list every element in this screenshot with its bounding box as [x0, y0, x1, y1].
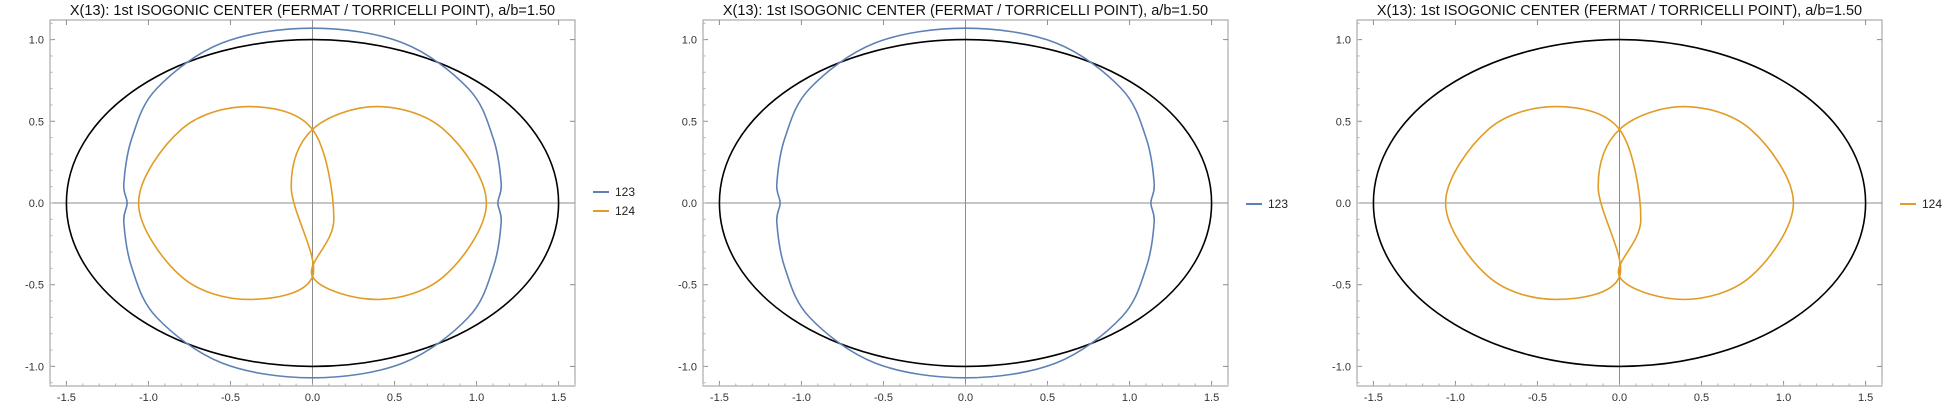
y-tick-label: 1.0: [1336, 35, 1351, 47]
x-tick-label: 0.0: [305, 392, 320, 404]
x-tick-label: 0.5: [387, 392, 402, 404]
y-tick-label: -0.5: [678, 280, 697, 292]
y-tick-label: 1.0: [29, 35, 44, 47]
x-tick-label: -1.5: [710, 392, 729, 404]
x-tick-label: 0.5: [1040, 392, 1055, 404]
x-tick-label: -1.0: [792, 392, 811, 404]
legend: 123: [1246, 197, 1288, 211]
chart-panel-1: X(13): 1st ISOGONIC CENTER (FERMAT / TOR…: [25, 3, 635, 404]
x-tick-label: 1.5: [551, 392, 566, 404]
x-tick-label: 1.0: [469, 392, 484, 404]
x-tick-label: -1.0: [1446, 392, 1465, 404]
chart-title: X(13): 1st ISOGONIC CENTER (FERMAT / TOR…: [1377, 3, 1862, 19]
y-tick-label: -0.5: [1332, 280, 1351, 292]
series-line-124: [1444, 105, 1795, 301]
legend-label: 124: [615, 204, 635, 218]
x-tick-label: 1.0: [1776, 392, 1791, 404]
legend-label: 124: [1922, 197, 1942, 211]
legend: 124: [1900, 197, 1942, 211]
y-tick-label: 0.5: [682, 116, 697, 128]
x-tick-label: -1.0: [139, 392, 158, 404]
y-tick-label: 0.0: [1336, 198, 1351, 210]
x-tick-label: 0.0: [958, 392, 973, 404]
y-tick-label: 0.0: [29, 198, 44, 210]
chart-panel-3: X(13): 1st ISOGONIC CENTER (FERMAT / TOR…: [1332, 3, 1942, 404]
x-tick-label: 1.5: [1858, 392, 1873, 404]
series-line-123: [122, 27, 503, 379]
x-tick-label: 1.5: [1204, 392, 1219, 404]
series-line-123: [775, 27, 1156, 379]
y-tick-label: 0.0: [682, 198, 697, 210]
legend-label: 123: [1268, 197, 1288, 211]
y-tick-label: 0.5: [1336, 116, 1351, 128]
y-tick-label: 0.5: [29, 116, 44, 128]
chart-title: X(13): 1st ISOGONIC CENTER (FERMAT / TOR…: [70, 3, 555, 19]
y-tick-label: 1.0: [682, 35, 697, 47]
y-tick-label: -1.0: [25, 361, 44, 373]
x-tick-label: -0.5: [1528, 392, 1547, 404]
x-tick-label: -1.5: [1364, 392, 1383, 404]
x-tick-label: -1.5: [57, 392, 76, 404]
reference-ellipse: [65, 38, 560, 368]
chart-panel-2: X(13): 1st ISOGONIC CENTER (FERMAT / TOR…: [678, 3, 1288, 404]
x-tick-label: 0.5: [1694, 392, 1709, 404]
x-tick-label: -0.5: [221, 392, 240, 404]
x-tick-label: 1.0: [1122, 392, 1137, 404]
reference-ellipse: [1372, 38, 1867, 368]
plot-area: [65, 27, 560, 379]
y-tick-label: -1.0: [678, 361, 697, 373]
x-tick-label: -0.5: [874, 392, 893, 404]
plot-area: [718, 27, 1213, 379]
legend-label: 123: [615, 185, 635, 199]
y-tick-label: -1.0: [1332, 361, 1351, 373]
x-tick-label: 0.0: [1612, 392, 1627, 404]
plot-area: [1372, 38, 1867, 368]
chart-title: X(13): 1st ISOGONIC CENTER (FERMAT / TOR…: [723, 3, 1208, 19]
reference-ellipse: [718, 38, 1213, 368]
y-tick-label: -0.5: [25, 280, 44, 292]
series-line-124: [137, 105, 488, 301]
